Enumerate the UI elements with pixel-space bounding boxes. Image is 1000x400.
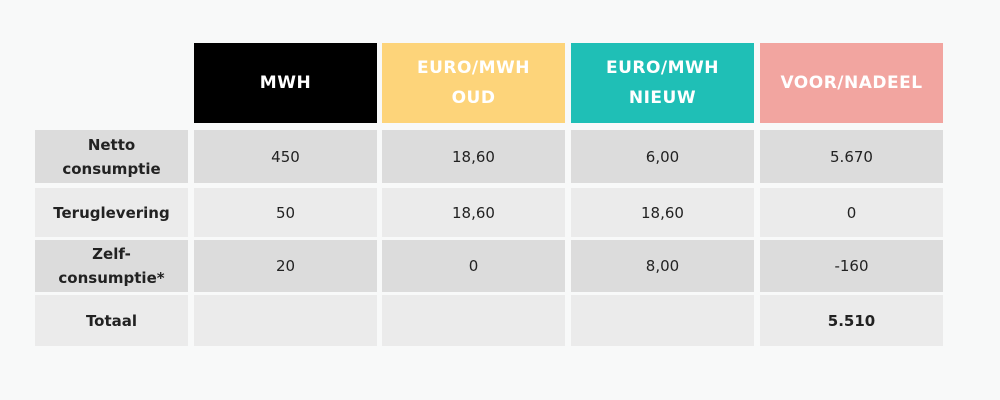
table-cell: 5.670 [760, 130, 943, 183]
row-label-text: Totaal [85, 311, 138, 330]
header-text: OUD [451, 88, 496, 108]
cell-text: 18,60 [641, 203, 684, 222]
row-label-text: consumptie [62, 159, 161, 178]
table-cell [382, 295, 565, 346]
table-cell: 20 [194, 240, 377, 292]
table-cell: 18,60 [382, 130, 565, 183]
table-cell: 18,60 [571, 188, 754, 237]
row-label: Netto consumptie [35, 130, 188, 183]
header-cell: VOOR/NADEEL [760, 43, 943, 123]
table-cell [194, 295, 377, 346]
cell-text: 8,00 [645, 257, 680, 275]
table-cell: 6,00 [571, 130, 754, 183]
row-label: Totaal [35, 295, 188, 346]
header-cell: EURO/MWH NIEUW [571, 43, 754, 123]
cell-text: 0 [846, 203, 857, 222]
cell-text: 6,00 [645, 147, 680, 166]
row-label: Zelf-consumptie* [35, 240, 188, 292]
header-cell: EURO/MWH OUD [382, 43, 565, 123]
cell-text: 0 [468, 257, 479, 275]
row-label-text: Zelf- [92, 245, 131, 263]
cell-text: 20 [275, 257, 296, 275]
header-text: NIEUW [628, 88, 697, 108]
table-cell: -160 [760, 240, 943, 292]
cell-text: 450 [271, 147, 300, 166]
cell-text: 5.510 [827, 311, 876, 330]
header-text: VOOR/NADEEL [780, 73, 923, 93]
cell-text: 5.670 [830, 147, 873, 166]
header-text: EURO/MWH [605, 58, 720, 78]
header-text: EURO/MWH [416, 58, 531, 78]
row-label-text: consumptie* [58, 269, 165, 287]
table-cell: 8,00 [571, 240, 754, 292]
cell-text: 18,60 [452, 203, 495, 222]
table-cell: 18,60 [382, 188, 565, 237]
table-cell: 450 [194, 130, 377, 183]
table-cell: 0 [760, 188, 943, 237]
row-label-text: Netto [87, 135, 136, 154]
row-label: Teruglevering [35, 188, 188, 237]
header-cell: MWH [194, 43, 377, 123]
table-cell: 0 [382, 240, 565, 292]
row-label-text: Teruglevering [53, 203, 170, 222]
cell-text: 18,60 [452, 147, 495, 166]
table-cell [571, 295, 754, 346]
cell-text: -160 [834, 257, 869, 275]
table-cell: 5.510 [760, 295, 943, 346]
table-cell: 50 [194, 188, 377, 237]
header-text: MWH [259, 73, 312, 93]
cell-text: 50 [275, 203, 296, 222]
